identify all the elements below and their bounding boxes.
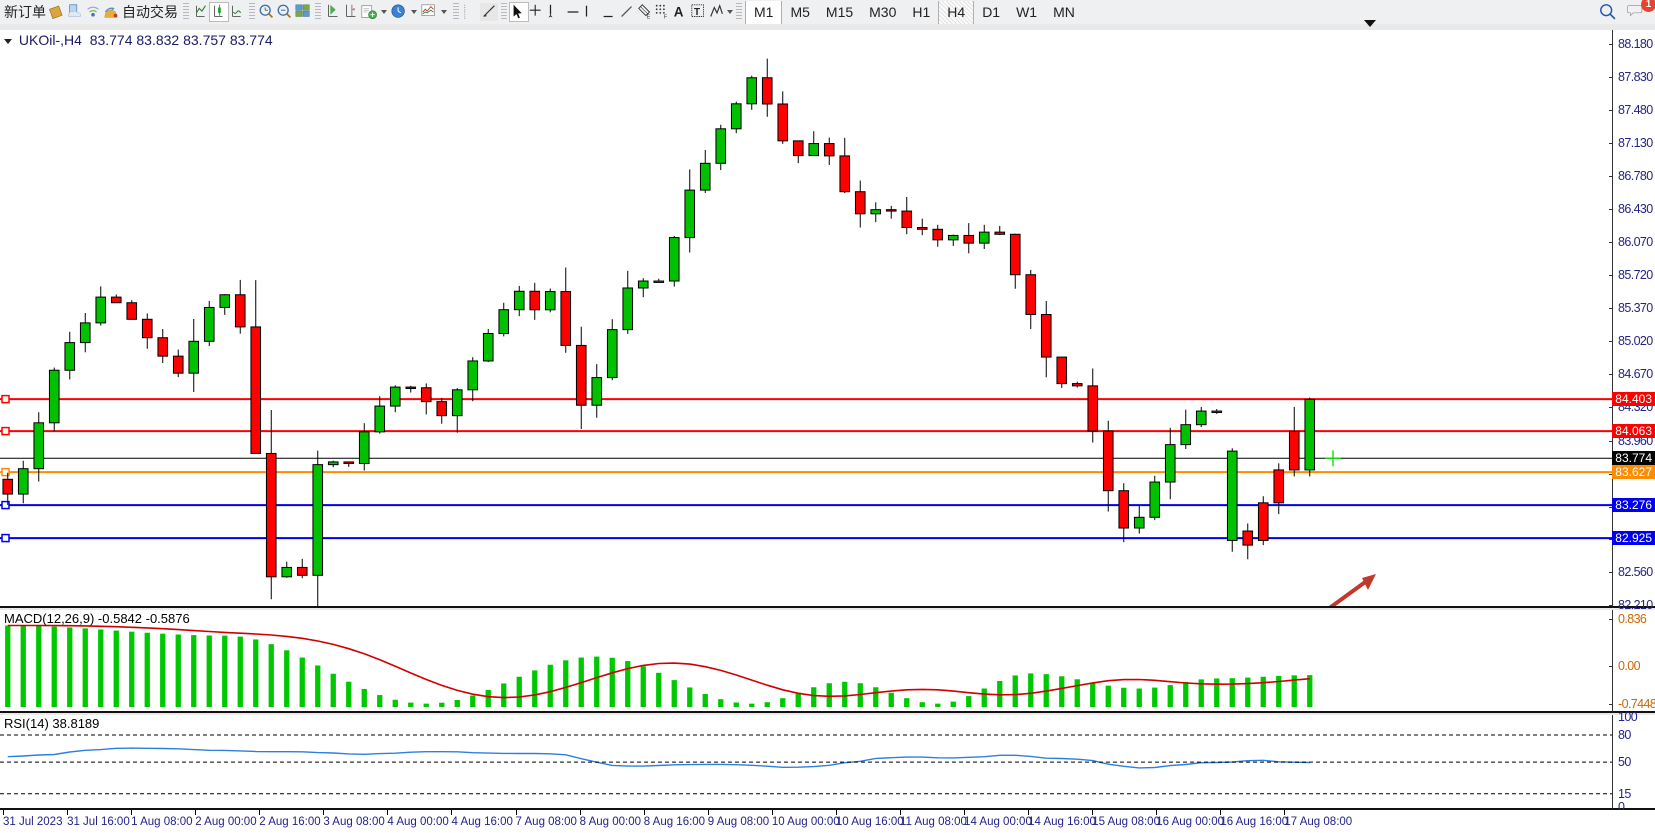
svg-text:A: A xyxy=(674,5,684,20)
svg-text:E: E xyxy=(647,14,651,20)
svg-text:F: F xyxy=(664,14,668,20)
svg-text:T: T xyxy=(694,7,700,18)
